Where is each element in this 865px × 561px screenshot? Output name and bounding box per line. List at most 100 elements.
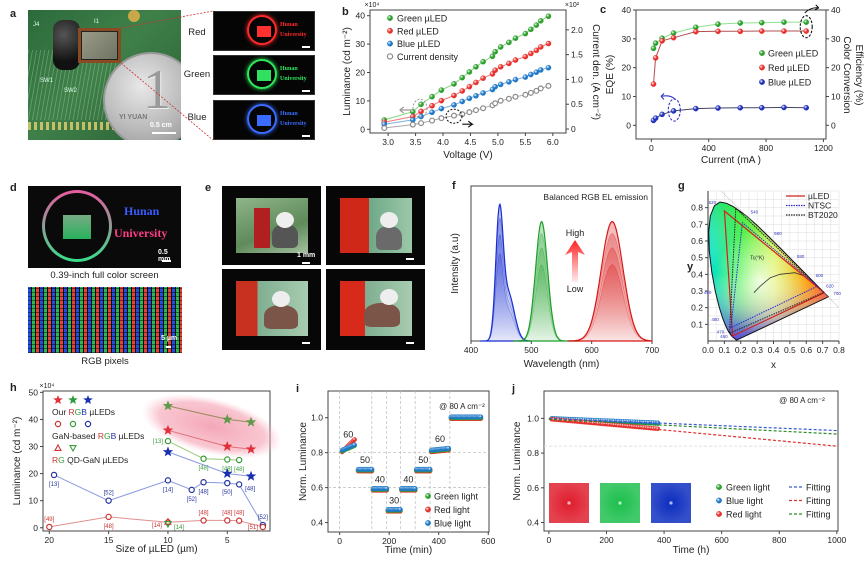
data-point <box>579 417 585 423</box>
data-point <box>406 487 412 493</box>
y-tick-label: 1.0 <box>311 413 323 423</box>
data-point <box>632 424 638 430</box>
scale-bar <box>406 342 414 344</box>
panel-label-j: j <box>512 383 516 395</box>
data-point <box>350 443 356 449</box>
wavelength-label: 470 <box>717 329 725 334</box>
data-point <box>386 508 392 514</box>
data-point <box>371 486 377 491</box>
data-point <box>554 416 559 421</box>
data-point <box>451 81 457 87</box>
data-point <box>422 468 428 474</box>
data-point <box>506 60 512 67</box>
data-point <box>412 487 418 493</box>
seal-building <box>257 70 271 81</box>
data-point <box>650 421 656 426</box>
seal-emblem <box>247 15 277 45</box>
data-point <box>224 517 231 524</box>
data-point <box>475 416 481 422</box>
data-point <box>431 448 437 454</box>
data-point <box>386 507 392 512</box>
data-point <box>549 416 555 421</box>
legend-marker <box>716 484 722 490</box>
data-point <box>611 422 617 428</box>
data-point <box>386 507 392 513</box>
data-point <box>639 420 644 426</box>
legend-label: Blue µLED <box>768 78 812 88</box>
data-point <box>466 416 471 422</box>
y-tick-label: 0.6 <box>527 483 539 493</box>
x-tick-label: 3.5 <box>410 137 422 147</box>
data-point <box>388 507 393 512</box>
data-point <box>235 481 243 488</box>
data-point <box>407 486 413 491</box>
data-point <box>399 487 404 493</box>
data-point <box>420 466 426 472</box>
annotation-ellipse <box>667 98 681 122</box>
scene <box>236 281 308 336</box>
data-point <box>375 486 381 491</box>
legend-part: R <box>69 407 75 417</box>
data-point <box>472 414 478 420</box>
data-point <box>459 416 465 422</box>
data-point <box>397 507 403 513</box>
x-tick-label: 6.0 <box>547 137 559 147</box>
data-point <box>397 508 403 514</box>
data-point <box>574 417 580 422</box>
data-point <box>444 447 450 453</box>
y-tick-label: 10 <box>356 96 366 106</box>
gamut-µled <box>723 209 826 337</box>
data-point <box>379 486 385 492</box>
data-point <box>643 420 649 426</box>
y-tick-label: 0.4 <box>527 517 539 527</box>
y-tick-label: 30 <box>356 39 366 49</box>
data-point <box>630 424 635 429</box>
series-line <box>653 21 807 49</box>
legend-label: Fitting <box>806 496 831 506</box>
legend-label: µLED <box>808 191 829 201</box>
data-point <box>441 448 447 453</box>
wavelength-label: 460 <box>720 334 728 339</box>
data-point <box>395 508 401 514</box>
data-point <box>480 105 487 112</box>
data-point <box>604 421 610 427</box>
data-point <box>363 468 369 474</box>
reference-label: [48] <box>234 467 244 473</box>
channel-label-blue: Blue <box>187 112 207 123</box>
data-point <box>378 487 383 493</box>
data-point <box>551 416 557 421</box>
planckian-label: Tc(°K) <box>750 255 764 261</box>
plot-frame <box>369 9 567 134</box>
data-point <box>105 497 112 504</box>
data-point <box>600 421 605 427</box>
data-point <box>506 79 512 85</box>
legend-circle <box>69 420 77 428</box>
data-point <box>461 414 466 420</box>
data-point <box>421 467 427 473</box>
legend-part: R <box>98 431 104 441</box>
x-tick-label: 5.0 <box>492 137 504 147</box>
data-point <box>379 486 385 491</box>
y-tick-label: 0.2 <box>691 303 703 313</box>
scale-bar <box>302 46 310 48</box>
series-line <box>653 30 807 85</box>
data-point <box>357 466 362 472</box>
series-line <box>384 15 549 121</box>
panel-label-b: b <box>342 6 349 18</box>
data-point <box>409 486 414 491</box>
seal-building <box>257 26 271 37</box>
data-point <box>350 442 356 448</box>
data-point <box>340 448 346 453</box>
data-point <box>426 468 432 474</box>
y-tick-label: 0.1 <box>691 319 703 329</box>
data-point <box>409 487 414 493</box>
scale-bar <box>302 135 310 137</box>
data-point <box>366 468 372 474</box>
pixels-caption: RGB pixels <box>81 356 129 367</box>
data-point <box>432 448 438 453</box>
qd-marker <box>164 517 172 525</box>
data-point <box>567 417 573 422</box>
data-point <box>352 443 357 449</box>
legend-marker <box>425 520 431 526</box>
spectrum-red <box>567 264 653 342</box>
